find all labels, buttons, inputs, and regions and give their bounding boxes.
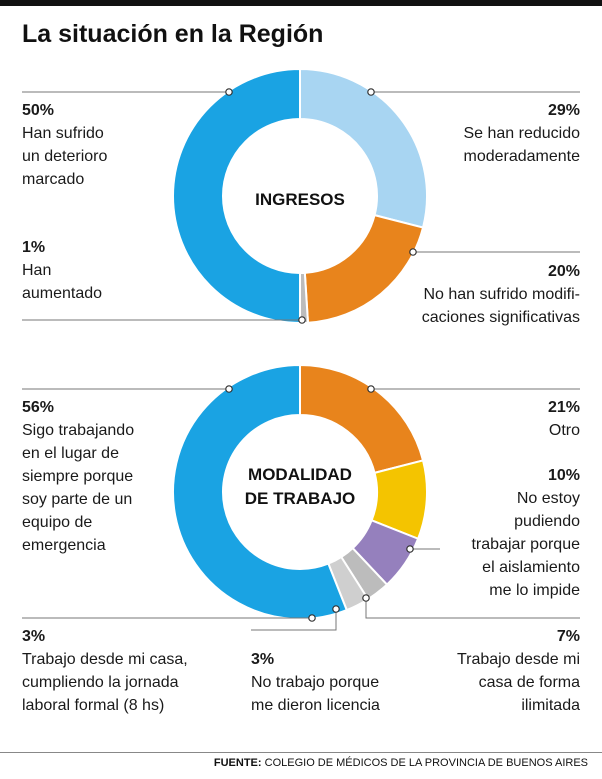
footer-text: COLEGIO DE MÉDICOS DE LA PROVINCIA DE BU…	[264, 757, 588, 769]
leader-dot	[308, 614, 316, 622]
ingresos-label-aumentado: 1% Han aumentado	[22, 236, 102, 305]
modalidad-center-label: MODALIDAD DE TRABAJO	[220, 463, 380, 511]
leader-line	[365, 598, 580, 619]
leader-line	[251, 609, 337, 631]
leader-dot	[225, 385, 233, 393]
data-label: 3%	[22, 628, 46, 645]
data-label: 3%	[251, 651, 275, 668]
modalidad-label-licencia: 3% No trabajo porque me dieron licencia	[251, 648, 380, 717]
modalidad-label-jornada: 3% Trabajo desde mi casa, cumpliendo la …	[22, 625, 188, 717]
modalidad-donut	[172, 363, 428, 620]
slice-text: Han sufrido un deterioro marcado	[22, 125, 108, 188]
leader-dot	[409, 248, 417, 256]
leader-lines	[22, 88, 580, 631]
donut-slice	[303, 213, 425, 324]
data-label: 21%	[547, 399, 580, 416]
ingresos-label-reducido: 29% Se han reducido moderadamente	[463, 99, 580, 168]
leader-dot	[225, 88, 233, 96]
donut-slice	[299, 67, 428, 229]
ingresos-center-label: INGRESOS	[255, 190, 345, 209]
data-label: 29%	[547, 102, 580, 119]
source-footer: FUENTE: COLEGIO DE MÉDICOS DE LA PROVINC…	[214, 757, 588, 769]
center-text: MODALIDAD DE TRABAJO	[244, 465, 356, 508]
slice-text: Sigo trabajando en el lugar de siempre p…	[22, 422, 135, 554]
top-bar	[0, 0, 602, 6]
slice-text: Se han reducido moderadamente	[463, 125, 580, 165]
donut-slice	[172, 67, 301, 325]
leader-dot	[406, 545, 414, 553]
leader-dot	[298, 316, 306, 324]
modalidad-label-otro: 21% Otro	[548, 396, 580, 442]
slice-text: Otro	[548, 422, 580, 439]
modalidad-label-ilimitada: 7% Trabajo desde mi casa de forma ilimit…	[457, 625, 580, 717]
data-label: 50%	[22, 102, 55, 119]
slice-text: No han sufrido modifi- caciones signific…	[421, 286, 580, 326]
ingresos-label-deterioro: 50% Han sufrido un deterioro marcado	[22, 99, 107, 191]
modalidad-label-emergencia: 56% Sigo trabajando en el lugar de siemp…	[22, 396, 134, 557]
slice-text: No trabajo porque me dieron licencia	[251, 674, 380, 714]
data-label: 10%	[547, 467, 580, 484]
footer-prefix: FUENTE:	[213, 757, 262, 769]
ingresos-label-sin-cambios: 20% No han sufrido modifi- caciones sign…	[422, 260, 580, 329]
data-label: 7%	[556, 628, 580, 645]
leader-dot	[367, 88, 375, 96]
footer-divider	[0, 752, 602, 753]
ingresos-donut	[172, 67, 428, 325]
slice-text: No estoy pudiendo trabajar porque el ais…	[471, 490, 580, 599]
data-label: 20%	[547, 263, 580, 280]
leader-dot	[332, 605, 340, 613]
slice-text: Trabajo desde mi casa, cumpliendo la jor…	[22, 651, 188, 714]
data-label: 1%	[22, 239, 46, 256]
data-label: 56%	[22, 399, 55, 416]
leader-dot	[362, 594, 370, 602]
page-title: La situación en la Región	[22, 20, 324, 48]
leader-dot	[367, 385, 375, 393]
donut-slice	[299, 363, 425, 475]
slice-text: Han aumentado	[22, 262, 103, 302]
slice-text: Trabajo desde mi casa de forma ilimitada	[456, 651, 580, 714]
modalidad-label-aislamiento: 10% No estoy pudiendo trabajar porque el…	[471, 464, 580, 602]
donut-slice	[172, 363, 349, 620]
